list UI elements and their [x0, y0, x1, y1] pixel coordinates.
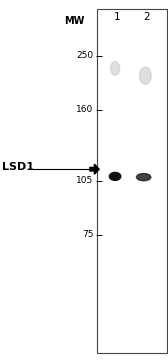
Text: MW: MW [64, 16, 84, 26]
Text: 105: 105 [76, 176, 93, 185]
FancyArrow shape [90, 164, 99, 174]
Text: LSD1: LSD1 [2, 162, 34, 172]
Text: 160: 160 [76, 105, 93, 114]
Ellipse shape [136, 174, 151, 181]
Text: 250: 250 [76, 51, 93, 60]
Text: 2: 2 [143, 12, 150, 22]
Ellipse shape [111, 62, 120, 75]
Ellipse shape [109, 172, 121, 180]
Text: 1: 1 [114, 12, 121, 22]
Text: 75: 75 [82, 230, 93, 239]
Ellipse shape [139, 67, 151, 84]
Bar [97, 9, 167, 353]
